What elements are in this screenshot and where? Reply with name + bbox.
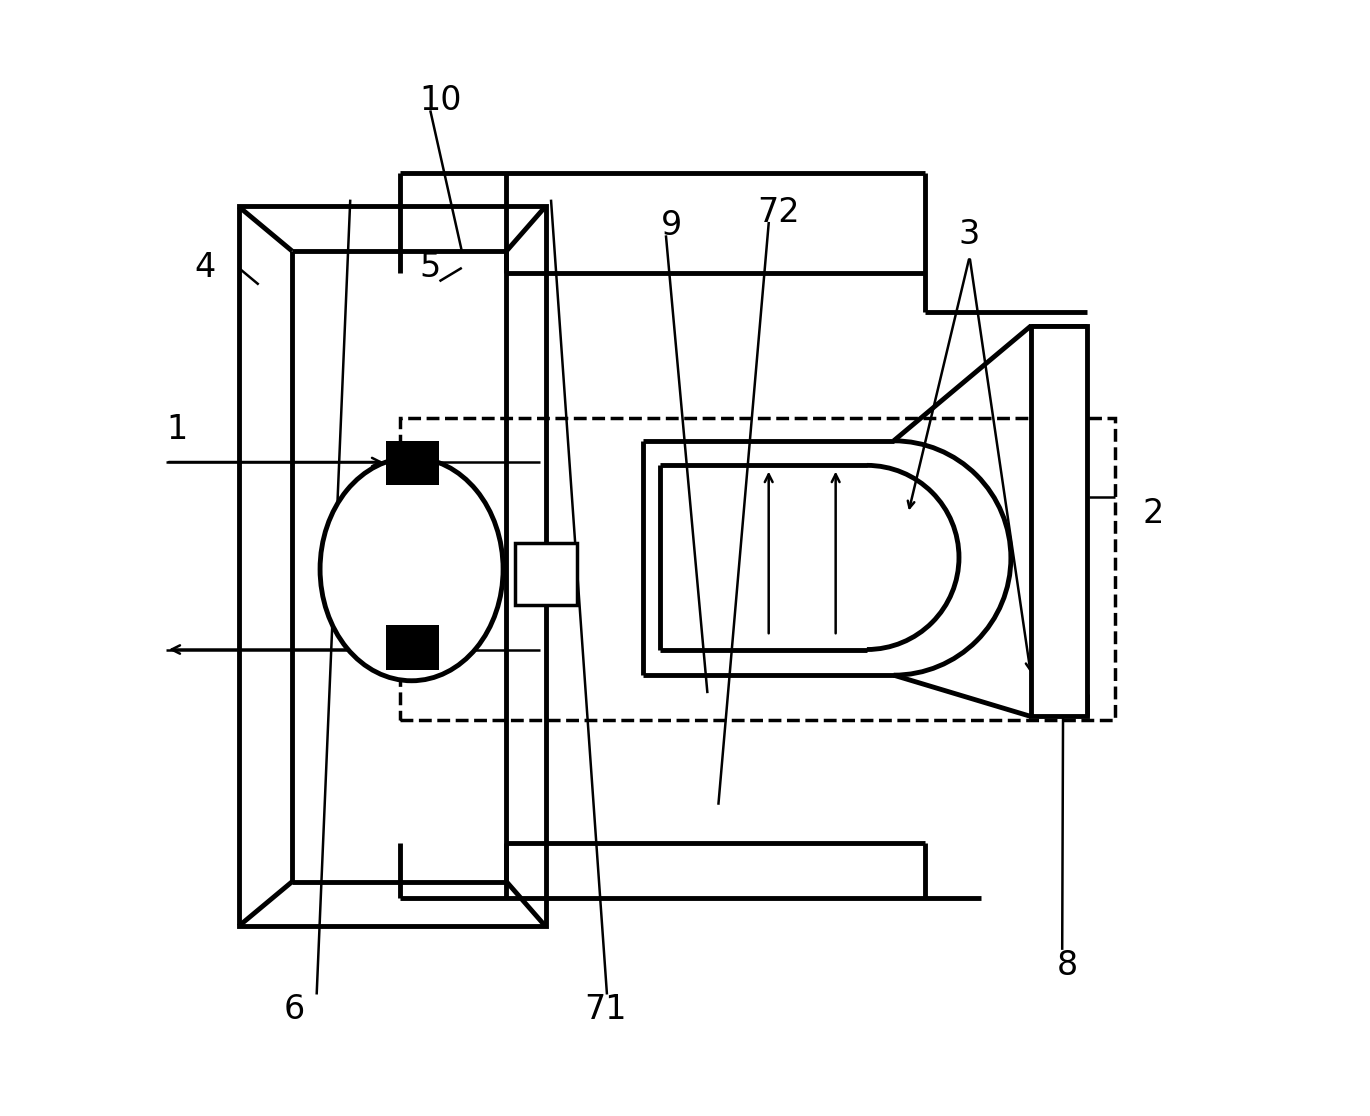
Bar: [238, 206, 545, 926]
Bar: [400, 418, 1115, 720]
Text: 1: 1: [166, 413, 188, 446]
Text: 72: 72: [758, 195, 800, 229]
Ellipse shape: [321, 458, 503, 681]
Text: 5: 5: [419, 251, 441, 285]
Text: 6: 6: [284, 993, 304, 1027]
Bar: [386, 625, 440, 670]
Text: 8: 8: [1056, 949, 1078, 982]
Text: 4: 4: [195, 251, 215, 285]
Text: 3: 3: [959, 218, 980, 251]
Text: 9: 9: [660, 209, 682, 242]
Text: 10: 10: [419, 84, 462, 117]
Bar: [386, 441, 440, 485]
Bar: [515, 543, 577, 605]
Text: 2: 2: [1143, 497, 1164, 530]
Text: 71: 71: [585, 993, 627, 1027]
Bar: [1032, 326, 1086, 716]
